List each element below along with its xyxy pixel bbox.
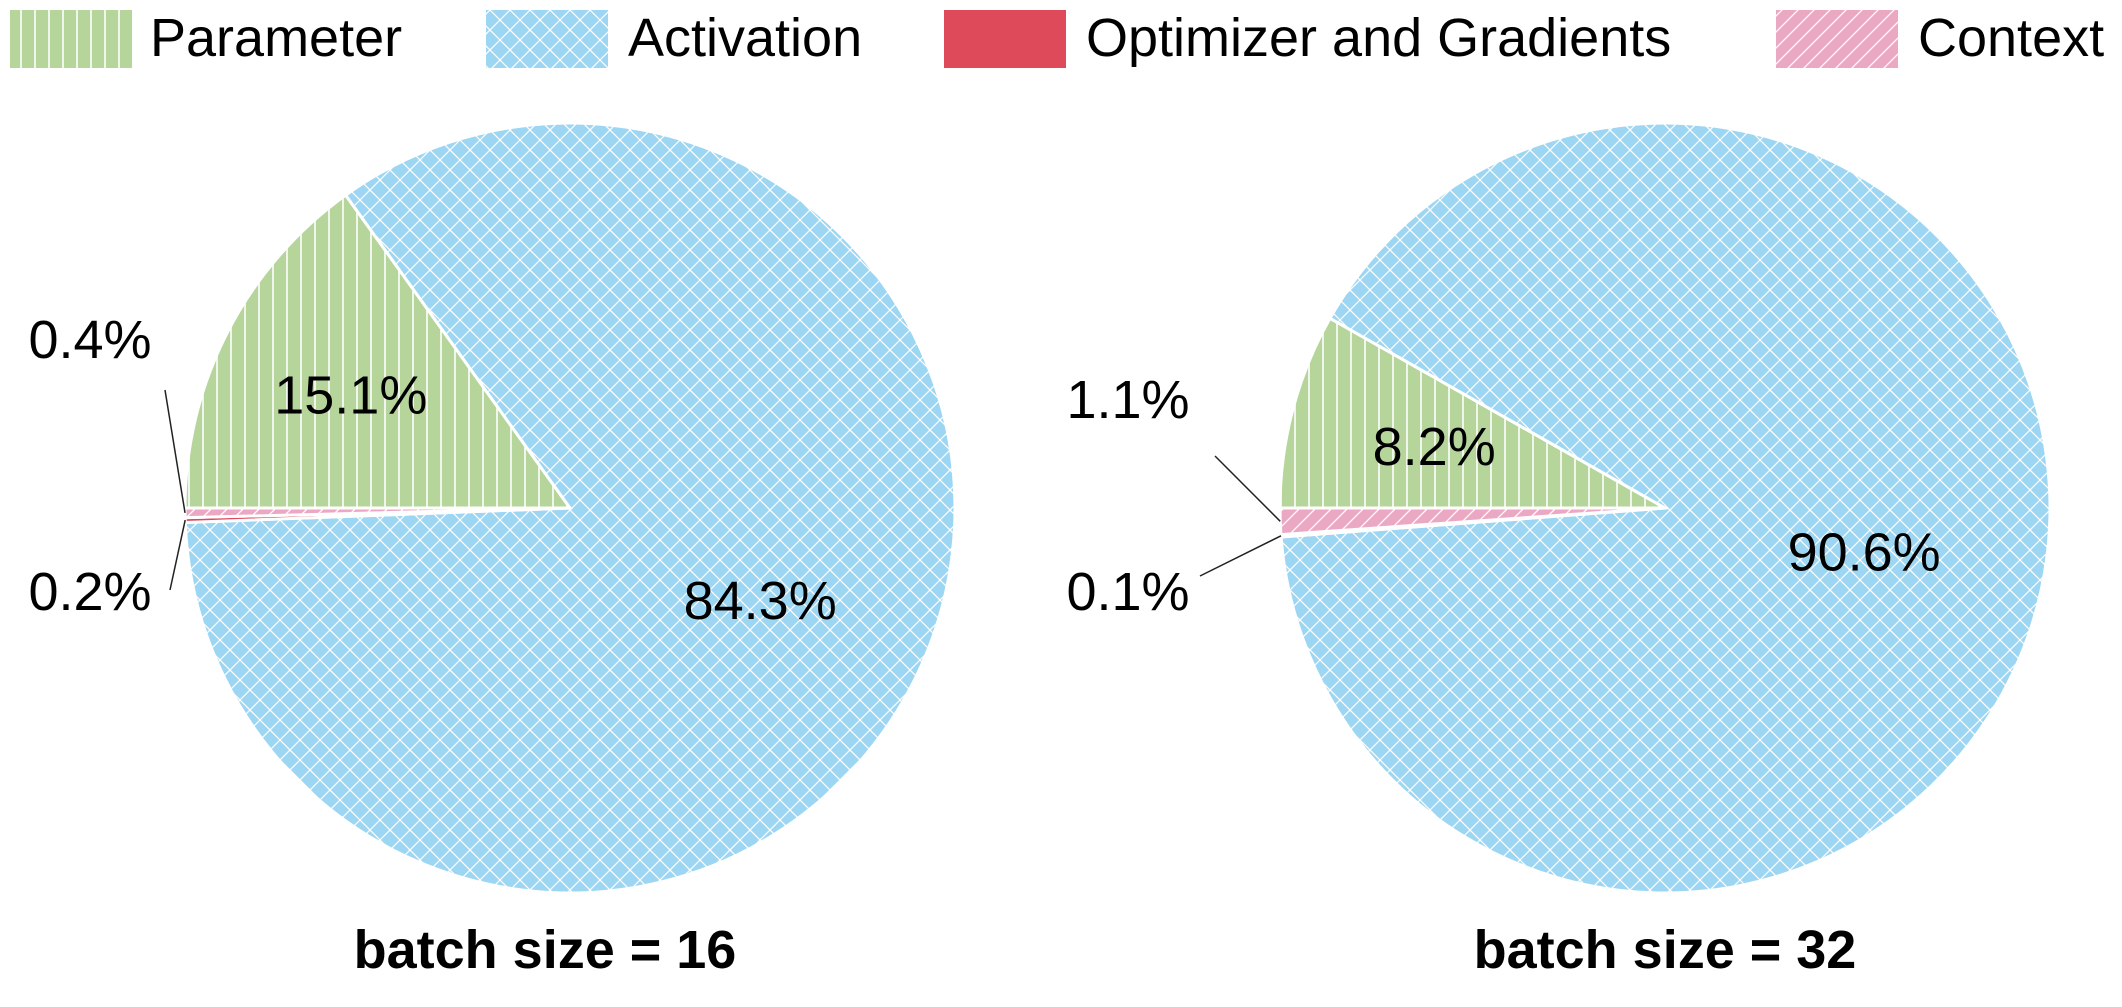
legend-item-optimizer-and-gradients[interactable]: Optimizer and Gradients: [944, 8, 1671, 68]
pie-slice-activation: [183, 121, 957, 895]
legend-label-context: Context: [1918, 8, 2104, 68]
pie-label-optimizer-and-gradients: 0.2%: [28, 562, 151, 622]
pie-label-context: 1.1%: [1066, 370, 1189, 430]
pie-chart-batch-16: 15.1% 84.3% 0.2% 0.4%: [28, 121, 957, 895]
pie-slice-activation: [1279, 121, 2052, 895]
pie-chart-batch-32: 8.2% 90.6% 0.1% 1.1%: [1066, 121, 2052, 895]
legend-item-parameter[interactable]: Parameter: [10, 8, 402, 68]
pie-leader-line-context: [1214, 455, 1281, 522]
pie-label-activation: 90.6%: [1788, 523, 1941, 583]
pie-slice-context: [1278, 506, 1666, 537]
pie-title-batch-16: batch size = 16: [354, 920, 737, 980]
pie-label-parameter: 15.1%: [274, 365, 427, 425]
legend-swatch-optimizer-and-gradients: [944, 10, 1066, 68]
pie-label-context: 0.4%: [28, 310, 151, 370]
pie-label-optimizer-and-gradients: 0.1%: [1066, 562, 1189, 622]
legend-item-activation[interactable]: Activation: [486, 8, 862, 68]
pie-leader-line-context: [164, 389, 186, 513]
legend-label-activation: Activation: [628, 8, 862, 68]
legend-label-parameter: Parameter: [150, 8, 402, 68]
pie-slice-parameter: [183, 193, 573, 510]
legend-swatch-activation: [486, 10, 608, 68]
pie-title-batch-32: batch size = 32: [1474, 920, 1857, 980]
pie-leader-line-optimizer-and-gradients: [1199, 535, 1282, 577]
legend-label-optimizer-and-gradients: Optimizer and Gradients: [1086, 8, 1671, 68]
pie-slice-parameter: [1278, 316, 1671, 510]
legend-item-context[interactable]: Context: [1776, 8, 2104, 68]
legend-swatch-context: [1776, 10, 1898, 68]
legend-swatch-parameter: [10, 10, 132, 68]
legend: Parameter Activation Optimizer and Gradi…: [10, 8, 2104, 68]
pie-label-parameter: 8.2%: [1373, 417, 1496, 477]
pie-leader-line-optimizer-and-gradients: [169, 519, 186, 591]
pie-label-activation: 84.3%: [684, 571, 837, 631]
